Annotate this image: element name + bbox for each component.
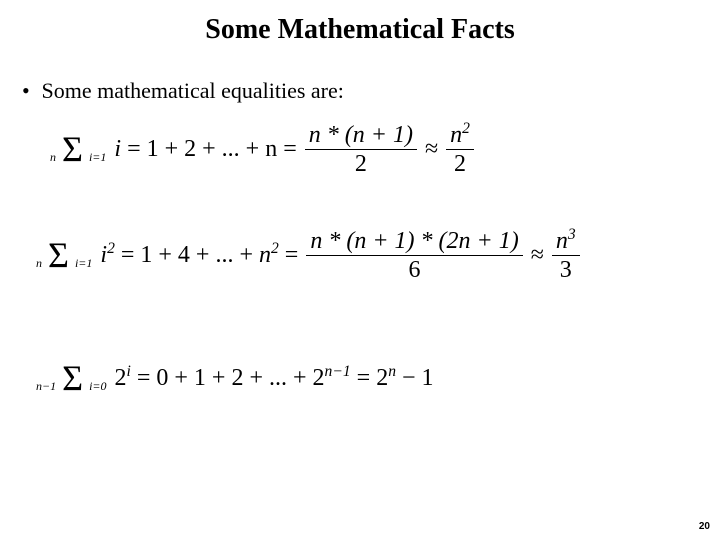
eq1-frac2-num-sup: 2	[462, 120, 470, 137]
eq2-frac1: n * (n + 1) * (2n + 1) 6	[306, 228, 522, 282]
eq3-expand-c: =	[351, 365, 377, 391]
eq1-frac2-den: 2	[454, 151, 466, 177]
sigma-1-upper: n	[50, 150, 56, 164]
sigma-2-symbol: Σ	[48, 235, 69, 275]
bullet-line: • Some mathematical equalities are:	[22, 78, 344, 104]
sigma-2-upper: n	[36, 256, 42, 270]
sigma-1-symbol: Σ	[62, 129, 83, 169]
sigma-1-term: i	[114, 136, 121, 163]
eq2-approx: ≈	[531, 242, 544, 269]
eq1-frac2: n2 2	[446, 122, 474, 176]
eq2-frac2-den: 3	[560, 257, 572, 283]
eq1-frac2-num: n2	[450, 123, 470, 147]
eq1-approx: ≈	[425, 136, 438, 163]
slide-title: Some Mathematical Facts	[0, 14, 720, 46]
eq2-expand-c: =	[279, 242, 299, 268]
eq2-frac2: n3 3	[552, 228, 580, 282]
eq3-rhs-base: 2	[376, 365, 388, 391]
eq1-frac1-num: n * (n + 1)	[309, 123, 413, 147]
eq1-expand: = 1 + 2 + ... + n =	[127, 136, 297, 163]
eq3-expand-b-base: 2	[313, 365, 325, 391]
eq2-frac2-num: n3	[556, 229, 576, 253]
eq2-expand: = 1 + 4 + ... + n2 =	[121, 242, 298, 269]
sigma-3-term-base: 2	[115, 365, 127, 391]
eq1-frac1: n * (n + 1) 2	[305, 122, 417, 176]
equation-2: n Σ i=1 i2 = 1 + 4 + ... + n2 = n * (n +…	[36, 228, 582, 282]
eq3-expand-b-sup: n−1	[325, 363, 351, 380]
sigma-3-symbol: Σ	[62, 358, 83, 398]
eq2-frac2-num-base: n	[556, 228, 568, 254]
eq3-expand-a: = 0 + 1 + 2 + ... +	[137, 365, 313, 391]
sigma-2: n Σ i=1	[36, 239, 92, 272]
eq2-expand-a: = 1 + 4 + ... +	[121, 242, 259, 268]
sigma-2-term: i2	[100, 242, 114, 269]
equation-3: n−1 Σ i=0 2i = 0 + 1 + 2 + ... + 2n−1 = …	[36, 362, 434, 395]
eq2-frac2-num-sup: 3	[568, 226, 576, 243]
slide: Some Mathematical Facts • Some mathemati…	[0, 0, 720, 540]
eq2-frac1-num: n * (n + 1) * (2n + 1)	[310, 229, 518, 253]
eq3-expand: = 0 + 1 + 2 + ... + 2n−1 = 2n − 1	[137, 365, 434, 392]
eq1-frac2-num-base: n	[450, 122, 462, 148]
sigma-2-term-sup: 2	[107, 240, 115, 257]
eq3-rhs-sup: n	[388, 363, 396, 380]
sigma-3-term-sup: i	[127, 363, 131, 380]
sigma-1: n Σ i=1	[50, 133, 106, 166]
sigma-3: n−1 Σ i=0	[36, 362, 107, 395]
sigma-2-lower: i=1	[75, 256, 92, 270]
bullet-text: Some mathematical equalities are:	[42, 78, 344, 103]
eq2-expand-b-sup: 2	[271, 240, 279, 257]
sigma-3-lower: i=0	[89, 379, 106, 393]
eq2-frac1-den: 6	[409, 257, 421, 283]
eq1-expand-text: = 1 + 2 + ... + n =	[127, 136, 297, 162]
eq1-frac1-den: 2	[355, 151, 367, 177]
equation-1: n Σ i=1 i = 1 + 2 + ... + n = n * (n + 1…	[50, 122, 476, 176]
page-number: 20	[699, 521, 710, 532]
eq3-rhs-tail: − 1	[396, 365, 434, 391]
eq2-expand-b: n	[259, 242, 271, 268]
sigma-1-lower: i=1	[89, 150, 106, 164]
bullet-marker: •	[22, 78, 36, 104]
sigma-3-upper: n−1	[36, 379, 56, 393]
sigma-3-term: 2i	[115, 365, 131, 392]
